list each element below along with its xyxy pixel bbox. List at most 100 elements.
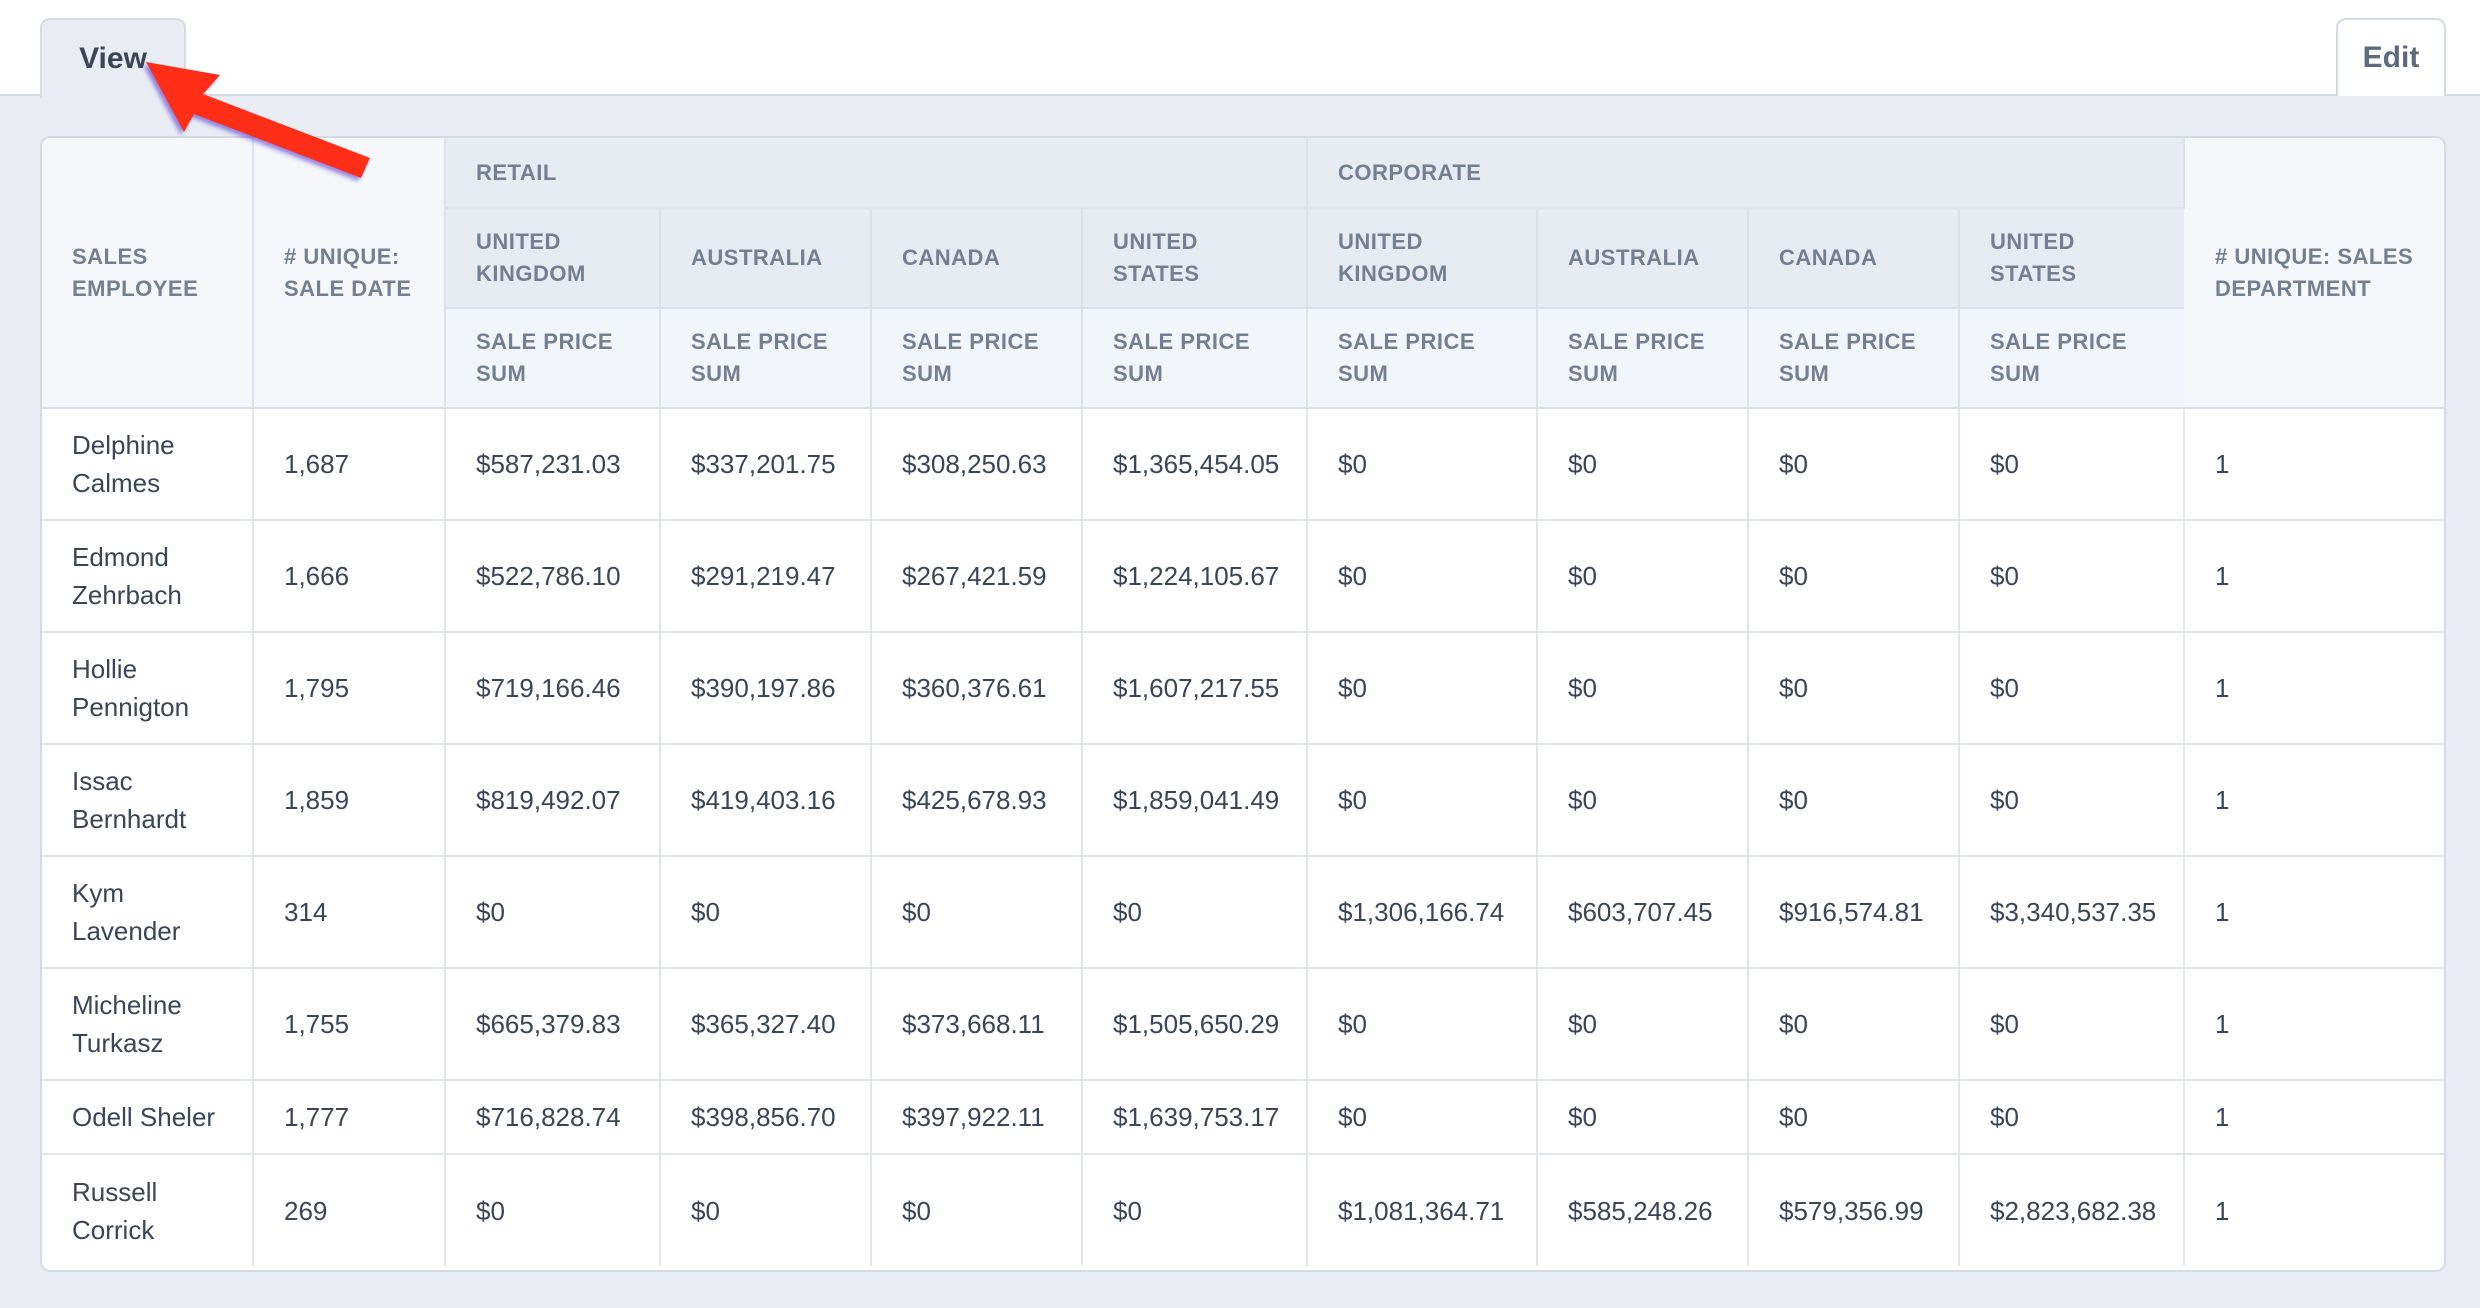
header-metric[interactable]: SALE PRICE SUM	[660, 308, 872, 409]
sale-price-sum-cell: $2,823,682.38	[1959, 1154, 2185, 1266]
table-row[interactable]: Micheline Turkasz 1,755 $665,379.83 $365,32…	[42, 968, 2444, 1081]
employee-name-cell: Edmond Zehrbach	[42, 520, 254, 633]
unique-sales-department-cell: 1	[2184, 968, 2444, 1081]
sale-price-sum-cell: $665,379.83	[445, 968, 661, 1081]
sale-price-sum-cell: $0	[445, 1154, 661, 1266]
unique-sale-date-cell: 1,795	[253, 632, 446, 745]
sale-price-sum-cell: $0	[1748, 744, 1960, 857]
header-country[interactable]: UNITED KINGDOM	[445, 208, 661, 309]
sale-price-sum-cell: $0	[1307, 744, 1538, 857]
unique-sale-date-cell: 1,859	[253, 744, 446, 857]
table-row[interactable]: Russell Corrick 269 $0 $0 $0 $0 $1,081,364.71 $…	[42, 1154, 2444, 1266]
tab-bar: View Edit	[0, 0, 2480, 98]
header-metric[interactable]: SALE PRICE SUM	[1537, 308, 1749, 409]
sale-price-sum-cell: $0	[1537, 408, 1749, 521]
sale-price-sum-cell: $0	[871, 856, 1083, 969]
sale-price-sum-cell: $0	[1537, 744, 1749, 857]
employee-name-cell: Issac Bernhardt	[42, 744, 254, 857]
sale-price-sum-cell: $0	[1748, 632, 1960, 745]
header-country[interactable]: AUSTRALIA	[660, 208, 872, 309]
header-metric[interactable]: SALE PRICE SUM	[1748, 308, 1960, 409]
unique-sales-department-cell: 1	[2184, 1080, 2444, 1155]
header-country[interactable]: UNITED STATES	[1959, 208, 2184, 309]
table-row[interactable]: Edmond Zehrbach 1,666 $522,786.10 $291,219.…	[42, 520, 2444, 633]
sale-price-sum-cell: $0	[660, 1154, 872, 1266]
sale-price-sum-cell: $0	[1307, 632, 1538, 745]
table-body: Delphine Calmes 1,687 $587,231.03 $337,201.…	[42, 408, 2444, 1266]
sale-price-sum-cell: $0	[1307, 1080, 1538, 1155]
header-metric[interactable]: SALE PRICE SUM	[445, 308, 661, 409]
sale-price-sum-cell: $719,166.46	[445, 632, 661, 745]
sale-price-sum-cell: $267,421.59	[871, 520, 1083, 633]
header-country[interactable]: CANADA	[871, 208, 1083, 309]
table-row[interactable]: Issac Bernhardt 1,859 $819,492.07 $419,403.…	[42, 744, 2444, 857]
header-country[interactable]: UNITED STATES	[1082, 208, 1308, 309]
employee-name-cell: Hollie Pennigton	[42, 632, 254, 745]
sale-price-sum-cell: $419,403.16	[660, 744, 872, 857]
sale-price-sum-cell: $579,356.99	[1748, 1154, 1960, 1266]
header-country[interactable]: CANADA	[1748, 208, 1960, 309]
sale-price-sum-cell: $1,306,166.74	[1307, 856, 1538, 969]
table-row[interactable]: Hollie Pennigton 1,795 $719,166.46 $390,197…	[42, 632, 2444, 745]
sale-price-sum-cell: $0	[1537, 520, 1749, 633]
sale-price-sum-cell: $0	[1307, 520, 1538, 633]
pivot-table: SALES EMPLOYEE # UNIQUE: SALE DATE RETAI…	[42, 138, 2444, 1266]
header-group-retail[interactable]: RETAIL	[445, 138, 1308, 209]
sale-price-sum-cell: $0	[871, 1154, 1083, 1266]
sale-price-sum-cell: $373,668.11	[871, 968, 1083, 1081]
header-metric[interactable]: SALE PRICE SUM	[1307, 308, 1538, 409]
sale-price-sum-cell: $0	[1537, 968, 1749, 1081]
sale-price-sum-cell: $0	[1959, 968, 2185, 1081]
sale-price-sum-cell: $522,786.10	[445, 520, 661, 633]
sale-price-sum-cell: $0	[1537, 1080, 1749, 1155]
sale-price-sum-cell: $390,197.86	[660, 632, 872, 745]
sale-price-sum-cell: $1,859,041.49	[1082, 744, 1308, 857]
sale-price-sum-cell: $0	[445, 856, 661, 969]
unique-sales-department-cell: 1	[2184, 408, 2444, 521]
sale-price-sum-cell: $365,327.40	[660, 968, 872, 1081]
table-row[interactable]: Odell Sheler 1,777 $716,828.74 $398,856.70 $…	[42, 1080, 2444, 1155]
employee-name-cell: Micheline Turkasz	[42, 968, 254, 1081]
view-tab[interactable]: View	[40, 18, 186, 98]
sale-price-sum-cell: $1,639,753.17	[1082, 1080, 1308, 1155]
unique-sales-department-cell: 1	[2184, 520, 2444, 633]
sale-price-sum-cell: $360,376.61	[871, 632, 1083, 745]
unique-sales-department-cell: 1	[2215, 1195, 2230, 1226]
edit-tab[interactable]: Edit	[2336, 18, 2446, 96]
unique-sale-date-cell: 269	[253, 1154, 446, 1266]
sale-price-sum-cell: $0	[1748, 408, 1960, 521]
sale-price-sum-cell: $0	[1307, 968, 1538, 1081]
sale-price-sum-cell: $3,340,537.35	[1959, 856, 2185, 969]
header-group-corporate[interactable]: CORPORATE	[1307, 138, 2185, 209]
sale-price-sum-cell: $0	[1082, 1154, 1308, 1266]
employee-name-cell: Russell Corrick	[42, 1154, 254, 1266]
sale-price-sum-cell: $916,574.81	[1748, 856, 1960, 969]
header-country[interactable]: AUSTRALIA	[1537, 208, 1749, 309]
sale-price-sum-cell: $587,231.03	[445, 408, 661, 521]
sale-price-sum-cell: $337,201.75	[660, 408, 872, 521]
sale-price-sum-cell: $1,607,217.55	[1082, 632, 1308, 745]
sale-price-sum-cell: $0	[1959, 520, 2185, 633]
table-row[interactable]: Delphine Calmes 1,687 $587,231.03 $337,201.…	[42, 408, 2444, 521]
header-sales-employee[interactable]: SALES EMPLOYEE	[42, 138, 254, 409]
header-country[interactable]: UNITED KINGDOM	[1307, 208, 1538, 309]
header-unique-sale-date[interactable]: # UNIQUE: SALE DATE	[253, 138, 446, 409]
employee-name-cell: Kym Lavender	[42, 856, 254, 969]
header-metric[interactable]: SALE PRICE SUM	[1082, 308, 1308, 409]
pivot-table-card: SALES EMPLOYEE # UNIQUE: SALE DATE RETAI…	[40, 136, 2446, 1272]
sale-price-sum-cell: $0	[1748, 520, 1960, 633]
unique-sales-department-cell: 1	[2184, 856, 2444, 969]
sale-price-sum-cell: $0	[1307, 408, 1538, 521]
unique-sale-date-cell: 1,755	[253, 968, 446, 1081]
unique-sale-date-cell: 1,687	[253, 408, 446, 521]
table-row[interactable]: Kym Lavender 314 $0 $0 $0 $0 $1,306,166.74 $603…	[42, 856, 2444, 969]
sale-price-sum-cell: $1,505,650.29	[1082, 968, 1308, 1081]
header-metric[interactable]: SALE PRICE SUM	[871, 308, 1083, 409]
sale-price-sum-cell: $397,922.11	[871, 1080, 1083, 1155]
header-unique-sales-department[interactable]: # UNIQUE: SALES DEPARTMENT	[2184, 138, 2444, 409]
sale-price-sum-cell: $0	[1748, 1080, 1960, 1155]
sale-price-sum-cell: $1,081,364.71	[1307, 1154, 1538, 1266]
sale-price-sum-cell: $716,828.74	[445, 1080, 661, 1155]
employee-name-cell: Odell Sheler	[42, 1080, 254, 1155]
header-metric[interactable]: SALE PRICE SUM	[1959, 308, 2184, 409]
